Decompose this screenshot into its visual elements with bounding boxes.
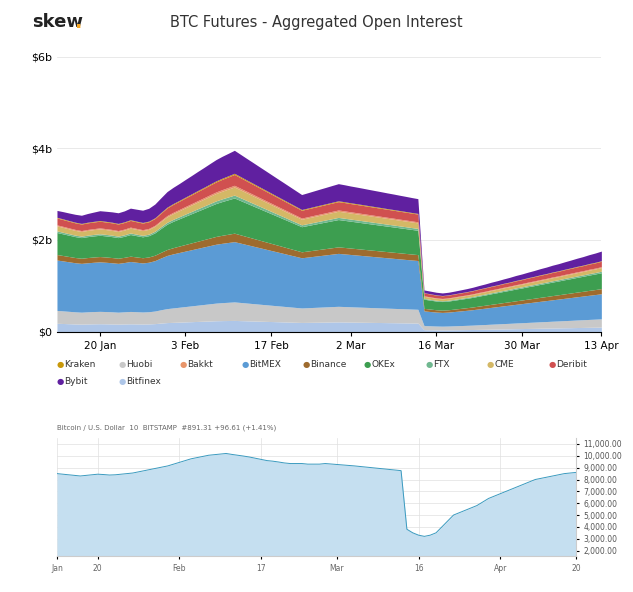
- Text: ●: ●: [118, 377, 125, 387]
- Text: Huobi: Huobi: [126, 359, 153, 369]
- Text: BitMEX: BitMEX: [249, 359, 280, 369]
- Text: Deribit: Deribit: [556, 359, 587, 369]
- Text: ●: ●: [180, 359, 187, 369]
- Text: CME: CME: [494, 359, 514, 369]
- Text: ●: ●: [57, 359, 64, 369]
- Text: skew: skew: [32, 13, 83, 31]
- Text: Bybit: Bybit: [65, 377, 88, 387]
- Text: ●: ●: [303, 359, 310, 369]
- Text: ●: ●: [118, 359, 125, 369]
- Text: FTX: FTX: [433, 359, 449, 369]
- Text: BTC Futures - Aggregated Open Interest: BTC Futures - Aggregated Open Interest: [170, 15, 463, 30]
- Text: ●: ●: [548, 359, 555, 369]
- Text: Bitcoin / U.S. Dollar  10  BITSTAMP  #891.31 +96.61 (+1.41%): Bitcoin / U.S. Dollar 10 BITSTAMP #891.3…: [57, 424, 276, 431]
- Text: ●: ●: [425, 359, 432, 369]
- Text: ●: ●: [241, 359, 248, 369]
- Text: Bitfinex: Bitfinex: [126, 377, 161, 387]
- Text: ●: ●: [364, 359, 371, 369]
- Text: Binance: Binance: [310, 359, 346, 369]
- Text: ●: ●: [487, 359, 494, 369]
- Text: ●: ●: [57, 377, 64, 387]
- Text: Kraken: Kraken: [65, 359, 96, 369]
- Text: OKEx: OKEx: [372, 359, 396, 369]
- Text: Bakkt: Bakkt: [187, 359, 213, 369]
- Text: .: .: [75, 13, 82, 32]
